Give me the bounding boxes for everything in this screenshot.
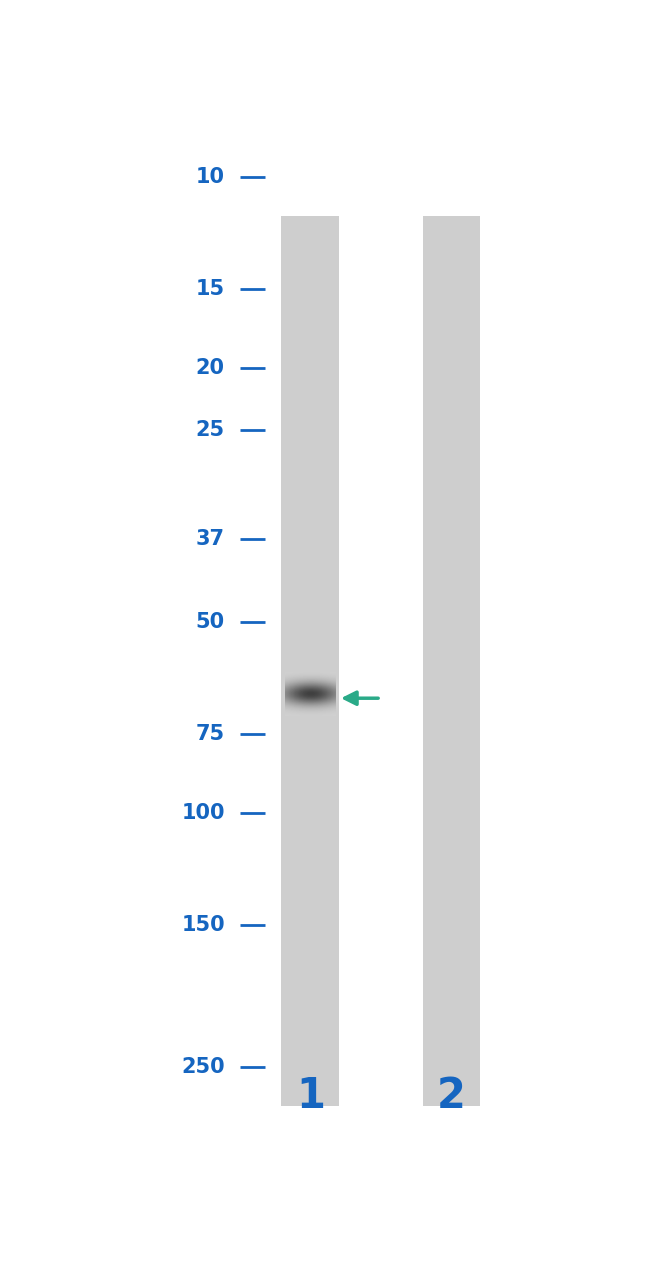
Text: 25: 25 — [196, 420, 225, 441]
Text: 100: 100 — [181, 804, 225, 823]
Text: 250: 250 — [181, 1057, 225, 1077]
Bar — [281, 216, 339, 1106]
Bar — [422, 216, 480, 1106]
Text: 37: 37 — [196, 528, 225, 549]
Text: 1: 1 — [296, 1076, 325, 1118]
Text: 150: 150 — [181, 916, 225, 936]
Text: 20: 20 — [196, 358, 225, 378]
Text: 75: 75 — [196, 724, 225, 744]
Text: 15: 15 — [196, 279, 225, 298]
Text: 2: 2 — [437, 1076, 466, 1118]
Text: 50: 50 — [196, 612, 225, 631]
Text: 10: 10 — [196, 166, 225, 187]
